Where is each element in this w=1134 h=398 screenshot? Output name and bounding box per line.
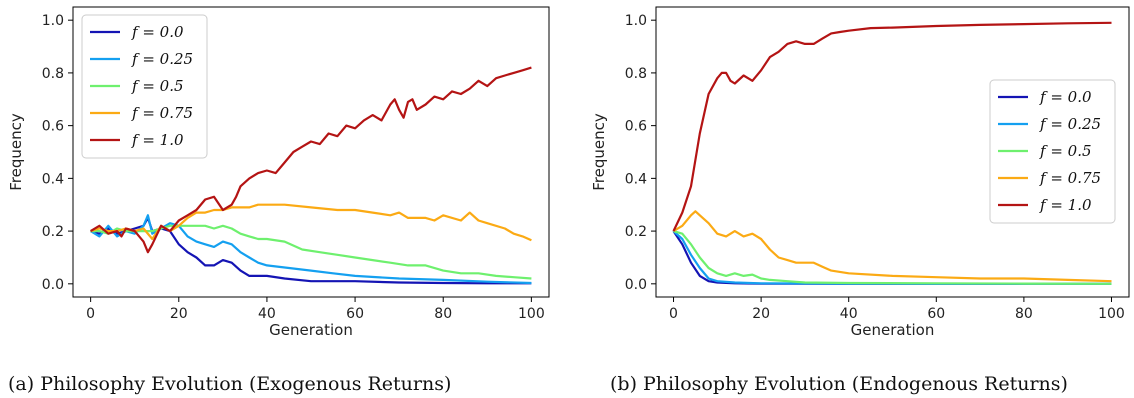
x-tick-label: 60 [346,306,364,322]
series-line [90,203,532,242]
x-tick-label: 100 [518,306,545,322]
y-tick-label: 1.0 [625,13,647,29]
y-axis-label: Frequency [590,113,608,191]
figure-caption: (a) Philosophy Evolution (Exogenous Retu… [8,373,451,395]
series-line [90,66,532,254]
x-tick-label: 100 [1098,306,1125,322]
series-line [672,21,1112,232]
y-tick-label: 0.6 [625,119,647,135]
plot-frame [655,6,1130,298]
x-tick-label: 0 [86,306,95,322]
x-tick-label: 80 [1015,306,1033,322]
y-tick-label: 0.8 [42,66,64,82]
legend-box [81,14,208,159]
legend-label: f = 0.0 [1039,88,1092,106]
legend-label: f = 0.5 [131,77,184,95]
y-axis-label: Frequency [7,113,25,191]
legend-label: f = 0.25 [1039,115,1101,133]
y-tick-label: 0.8 [625,66,647,82]
x-tick-label: 80 [434,306,452,322]
x-tick-label: 60 [927,306,945,322]
y-tick-label: 0.2 [42,224,64,240]
legend-box [989,79,1116,224]
series-line [90,214,532,285]
legend-label: f = 0.25 [131,50,193,68]
legend-label: f = 1.0 [1039,196,1092,214]
legend-label: f = 1.0 [131,131,184,149]
legend-label: f = 0.75 [1039,169,1101,187]
x-tick-label: 40 [258,306,276,322]
series-line [673,230,1112,285]
x-axis-label: Generation [269,321,353,339]
y-tick-label: 0.0 [42,277,64,293]
y-tick-label: 0.6 [42,119,64,135]
y-tick-label: 0.4 [42,171,64,187]
legend-label: f = 0.0 [131,23,184,41]
x-tick-label: 0 [669,306,678,322]
chart-panel-b: 0 20 40 60 80 100 0.0 0.2 0.4 0.6 0.8 1.0 Generation… [590,6,1130,395]
figure-caption: (b) Philosophy Evolution (Endogenous Ret… [610,373,1068,395]
chart-panel-a: 0 20 40 60 80 100 0.0 0.2 0.4 0.6 0.8 1.0 Generation… [7,6,550,395]
x-tick-label: 20 [752,306,770,322]
y-tick-label: 1.0 [42,13,64,29]
y-tick-label: 0.2 [625,224,647,240]
x-axis-label: Generation [851,321,935,339]
x-tick-label: 20 [170,306,188,322]
x-tick-label: 40 [840,306,858,322]
plot-frame [72,6,550,298]
y-tick-label: 0.4 [625,171,647,187]
legend-label: f = 0.5 [1039,142,1092,160]
series-line [90,224,532,280]
series-line [672,210,1112,283]
y-tick-label: 0.0 [625,277,647,293]
legend-label: f = 0.75 [131,104,193,122]
